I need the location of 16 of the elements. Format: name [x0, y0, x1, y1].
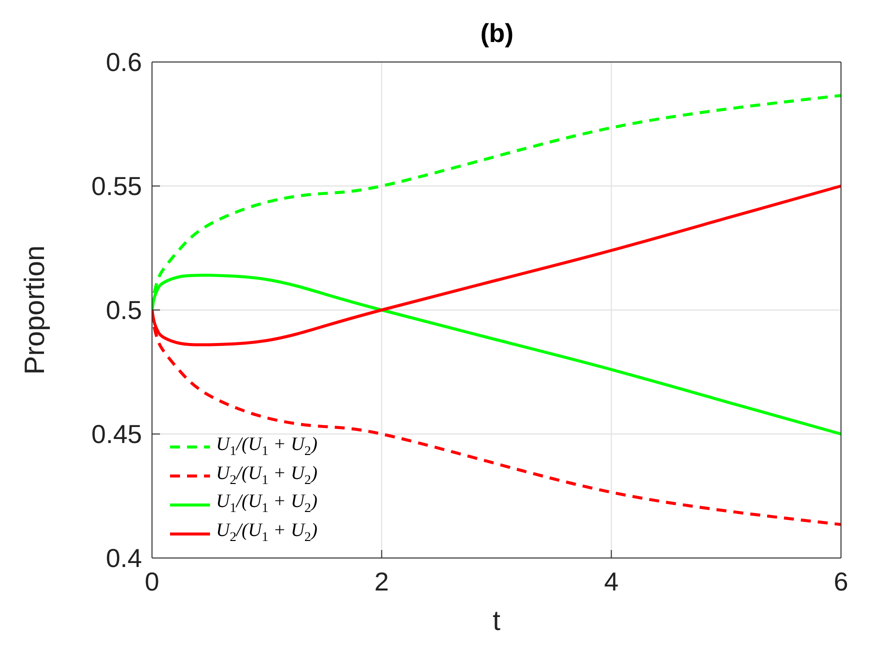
legend-label: U$_{2}$/(U$_{1}$ + U$_{2}$): [216, 520, 318, 544]
y-tick-label: 0.45: [91, 419, 142, 450]
chart-title: (b): [479, 18, 515, 49]
y-tick-label: 0.4: [106, 543, 142, 574]
legend-label: U$_{2}$/(U$_{1}$ + U$_{2}$): [216, 462, 318, 486]
legend-label: U$_{1}$/(U$_{1}$ + U$_{2}$): [216, 434, 318, 458]
y-tick-label: 0.5: [106, 295, 142, 326]
y-tick-label: 0.6: [106, 47, 142, 78]
x-axis-title: t: [492, 605, 501, 636]
y-tick-label: 0.55: [91, 171, 142, 202]
y-axis-title: Proportion: [18, 245, 50, 375]
legend-label: U$_{1}$/(U$_{1}$ + U$_{2}$): [216, 491, 318, 516]
x-tick-label: 2: [374, 566, 389, 596]
x-tick-label: 0: [144, 566, 160, 596]
x-tick-label: 6: [834, 566, 848, 596]
x-tick-label: 4: [604, 566, 619, 596]
